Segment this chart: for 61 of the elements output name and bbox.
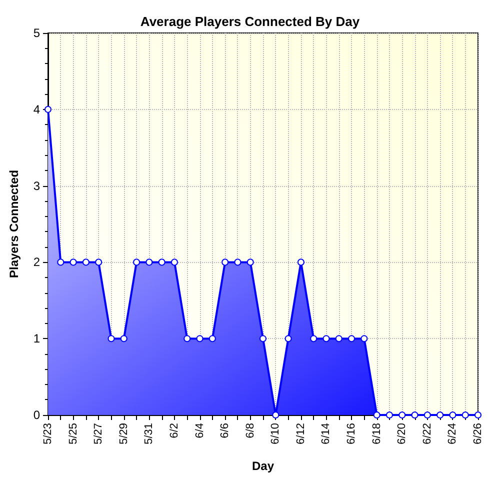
point <box>411 412 418 418</box>
y-axis-title: Players Connected <box>7 170 21 278</box>
point <box>297 258 304 266</box>
x-tick-label: 6/20 <box>396 423 408 444</box>
point <box>95 258 102 266</box>
x-tick-label: 6/10 <box>270 423 282 444</box>
point <box>398 412 406 418</box>
x-tick-label: 6/2 <box>168 423 180 438</box>
point <box>246 258 254 266</box>
point <box>424 412 431 418</box>
point <box>386 412 393 418</box>
x-tick-label: 6/6 <box>219 423 232 438</box>
y-tick-label: 5 <box>33 26 40 40</box>
point <box>70 258 77 266</box>
point <box>335 335 342 342</box>
chart-title: Average Players Connected By Day <box>140 14 360 29</box>
point <box>322 335 330 342</box>
point <box>222 258 229 266</box>
point <box>146 258 153 266</box>
point <box>449 412 456 418</box>
point <box>158 258 166 266</box>
x-tick-label: 6/26 <box>472 423 484 444</box>
point <box>373 412 380 418</box>
x-tick-label: 6/12 <box>294 423 307 444</box>
point <box>108 335 115 342</box>
point <box>170 258 178 266</box>
x-tick-label: 6/8 <box>244 423 256 438</box>
x-tick-label: 5/27 <box>92 423 105 444</box>
y-tick-label: 4 <box>33 102 40 116</box>
point <box>234 258 242 266</box>
x-tick-label: 5/29 <box>118 423 130 444</box>
point <box>348 335 356 342</box>
point <box>310 335 318 342</box>
x-tick-label: 5/23 <box>42 423 54 444</box>
point <box>462 412 469 418</box>
x-tick-label: 5/31 <box>143 423 156 444</box>
point <box>196 335 204 342</box>
point <box>260 335 266 342</box>
y-tick-label: 1 <box>33 332 40 346</box>
point <box>360 335 368 342</box>
point <box>284 335 292 342</box>
point <box>208 335 216 342</box>
point <box>436 412 444 418</box>
x-tick-label: 6/16 <box>346 423 358 444</box>
point <box>133 258 140 266</box>
x-tick-label: 6/4 <box>194 423 206 438</box>
point <box>82 258 90 266</box>
y-tick-label: 0 <box>33 408 40 422</box>
y-tick-label: 3 <box>33 178 40 193</box>
x-tick-label: 6/18 <box>370 423 383 444</box>
y-tick-label: 2 <box>33 255 40 270</box>
point <box>120 335 128 342</box>
x-tick-label: 6/22 <box>421 423 434 444</box>
point <box>272 412 280 418</box>
point <box>184 335 191 342</box>
x-tick-label: 6/14 <box>320 423 332 444</box>
point <box>44 106 52 113</box>
x-tick-label: 6/24 <box>446 423 459 444</box>
x-axis-title: Day <box>252 459 274 473</box>
point <box>57 258 64 266</box>
x-tick-label: 5/25 <box>67 423 80 444</box>
